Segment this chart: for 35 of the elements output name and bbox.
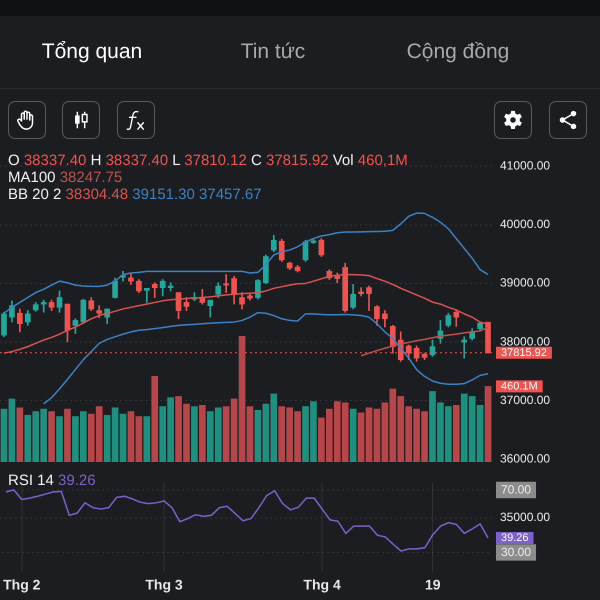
y-tick-label: 40000.00 xyxy=(500,217,550,232)
bar xyxy=(56,416,63,462)
annotation: MA100 38247.75 xyxy=(8,169,122,186)
ref-line-label: 37815.92 xyxy=(501,346,547,359)
candlestick xyxy=(366,286,372,311)
bar xyxy=(48,411,55,462)
x-tick-label: Thg 4 xyxy=(303,576,341,592)
text: 460.1M xyxy=(501,380,538,392)
text: Tổng quan xyxy=(40,40,144,64)
bar xyxy=(143,416,150,462)
bar xyxy=(64,408,71,462)
bar xyxy=(16,407,24,462)
data-label: 39.26 xyxy=(501,532,529,544)
x-tick-label: Thg 2 xyxy=(3,576,41,592)
bar xyxy=(151,376,158,462)
y-tick-label: 39000.00 xyxy=(500,276,550,290)
bar xyxy=(484,386,492,462)
bar xyxy=(191,406,198,462)
text: O 38337.40 H 38337.40 L 37810.12 C 37815.92 Vol 460,1M xyxy=(8,152,408,169)
bar xyxy=(199,404,206,462)
x-tick-label: 19 xyxy=(424,576,441,592)
bar xyxy=(452,404,460,462)
y-tick-label: 70.00 xyxy=(501,482,532,496)
annotation: RSI 14 39.26 xyxy=(8,472,96,489)
y-tick-label: 37000.00 xyxy=(500,392,550,407)
y-tick-label: 38000.00 xyxy=(500,334,550,348)
annotation: BB 20 2 38304.48 39151.30 37457.67 xyxy=(8,186,262,203)
bar xyxy=(350,408,356,462)
text: Tin tức xyxy=(240,40,306,64)
text: Cộng đồng xyxy=(406,40,510,64)
y-tick-label: 30.00 xyxy=(501,544,532,559)
y-tick-label: 36000.00 xyxy=(500,452,550,466)
x-tick-label: Thg 3 xyxy=(145,576,183,592)
y-tick-label: 35000.00 xyxy=(500,510,550,524)
y-tick-label: 41000.00 xyxy=(500,158,550,173)
